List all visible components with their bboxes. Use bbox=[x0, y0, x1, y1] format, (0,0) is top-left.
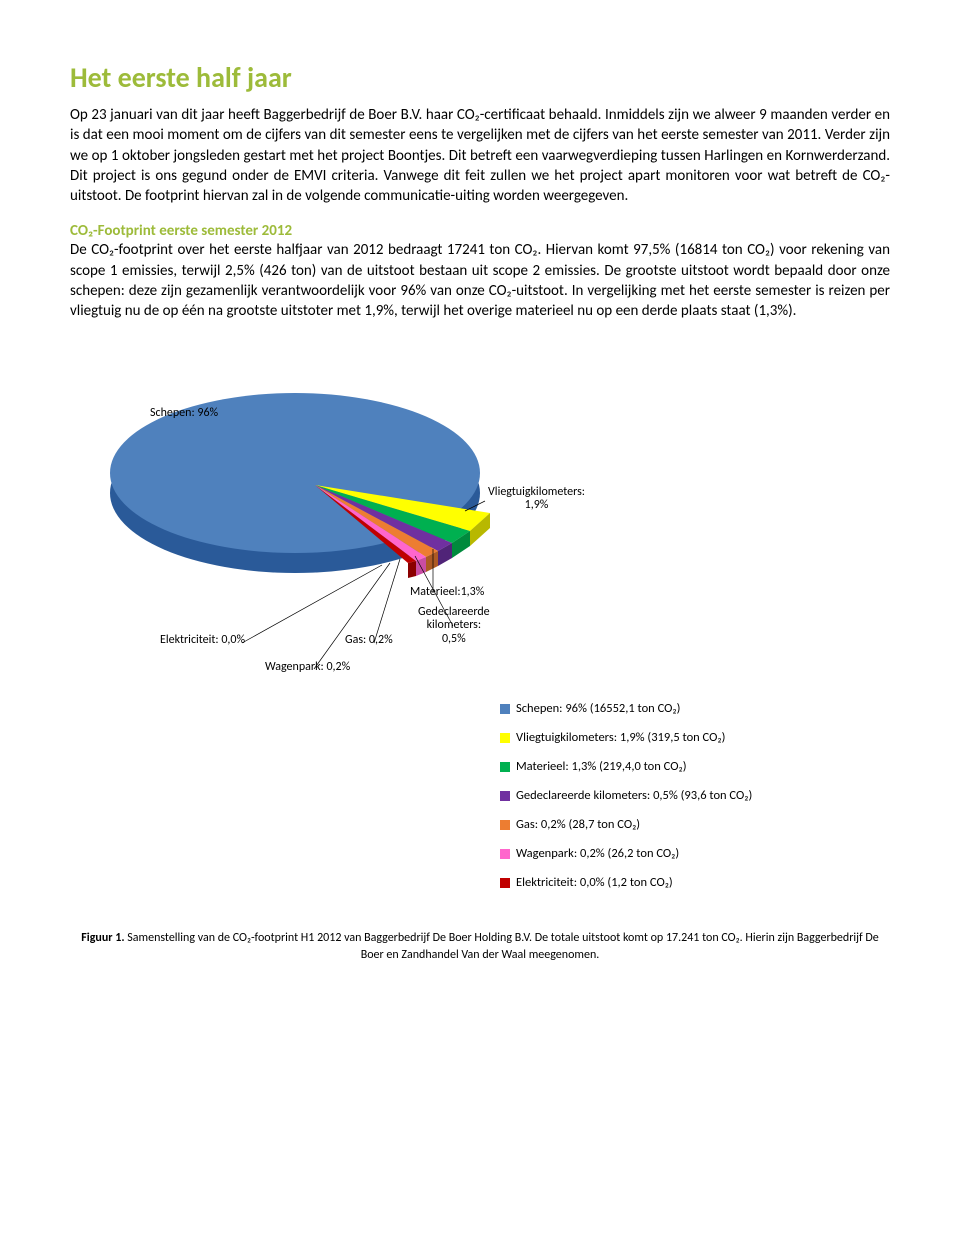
legend-item: Elektriciteit: 0,0% (1,2 ton CO₂) bbox=[500, 875, 890, 890]
legend-item: Gas: 0,2% (28,7 ton CO₂) bbox=[500, 817, 890, 832]
legend-text: Wagenpark: 0,2% (26,2 ton CO₂) bbox=[516, 846, 679, 861]
callout-materieel: Materieel:1,3% bbox=[410, 586, 484, 599]
figure-caption: Figuur 1. Samenstelling van de CO₂-footp… bbox=[70, 930, 890, 964]
callout-gedeclareerd: Gedeclareerde kilometers: 0,5% bbox=[418, 606, 490, 646]
paragraph-1: Op 23 januari van dit jaar heeft Baggerb… bbox=[70, 105, 890, 206]
legend-item: Schepen: 96% (16552,1 ton CO₂) bbox=[500, 701, 890, 716]
legend-text: Schepen: 96% (16552,1 ton CO₂) bbox=[516, 701, 680, 716]
legend-item: Vliegtuigkilometers: 1,9% (319,5 ton CO₂… bbox=[500, 730, 890, 745]
legend-swatch bbox=[500, 849, 510, 859]
legend-text: Gas: 0,2% (28,7 ton CO₂) bbox=[516, 817, 640, 832]
callout-line: Elektriciteit: 0,0% bbox=[160, 634, 245, 647]
pie-chart: Schepen: 96% Vliegtuigkilometers: 1,9% M… bbox=[70, 351, 890, 691]
callout-line: Gas: 0,2% bbox=[345, 634, 393, 647]
legend: Schepen: 96% (16552,1 ton CO₂) Vliegtuig… bbox=[500, 701, 890, 890]
legend-swatch bbox=[500, 762, 510, 772]
callout-wagenpark: Wagenpark: 0,2% bbox=[265, 661, 350, 674]
legend-item: Materieel: 1,3% (219,4,0 ton CO₂) bbox=[500, 759, 890, 774]
callout-line: kilometers: bbox=[418, 619, 490, 632]
callout-gas: Gas: 0,2% bbox=[345, 634, 393, 647]
legend-swatch bbox=[500, 878, 510, 888]
callout-line: Materieel:1,3% bbox=[410, 586, 484, 599]
callout-vliegtuig: Vliegtuigkilometers: 1,9% bbox=[488, 486, 585, 512]
caption-rest: Samenstelling van de CO₂-footprint H1 20… bbox=[125, 931, 879, 962]
pie-main-label: Schepen: 96% bbox=[150, 406, 218, 420]
section-heading: CO₂-Footprint eerste semester 2012 bbox=[70, 222, 890, 240]
legend-text: Materieel: 1,3% (219,4,0 ton CO₂) bbox=[516, 759, 687, 774]
page-title: Het eerste half jaar bbox=[70, 60, 890, 95]
legend-swatch bbox=[500, 733, 510, 743]
callout-line: Wagenpark: 0,2% bbox=[265, 661, 350, 674]
caption-bold: Figuur 1. bbox=[81, 931, 124, 945]
callout-line: 0,5% bbox=[418, 633, 490, 646]
legend-swatch bbox=[500, 820, 510, 830]
legend-swatch bbox=[500, 704, 510, 714]
legend-swatch bbox=[500, 791, 510, 801]
paragraph-2: De CO₂-footprint over het eerste halfjaa… bbox=[70, 240, 890, 321]
legend-item: Wagenpark: 0,2% (26,2 ton CO₂) bbox=[500, 846, 890, 861]
legend-item: Gedeclareerde kilometers: 0,5% (93,6 ton… bbox=[500, 788, 890, 803]
legend-text: Elektriciteit: 0,0% (1,2 ton CO₂) bbox=[516, 875, 673, 890]
legend-text: Vliegtuigkilometers: 1,9% (319,5 ton CO₂… bbox=[516, 730, 725, 745]
callout-line: 1,9% bbox=[488, 499, 585, 512]
callout-elektriciteit: Elektriciteit: 0,0% bbox=[160, 634, 245, 647]
legend-text: Gedeclareerde kilometers: 0,5% (93,6 ton… bbox=[516, 788, 752, 803]
